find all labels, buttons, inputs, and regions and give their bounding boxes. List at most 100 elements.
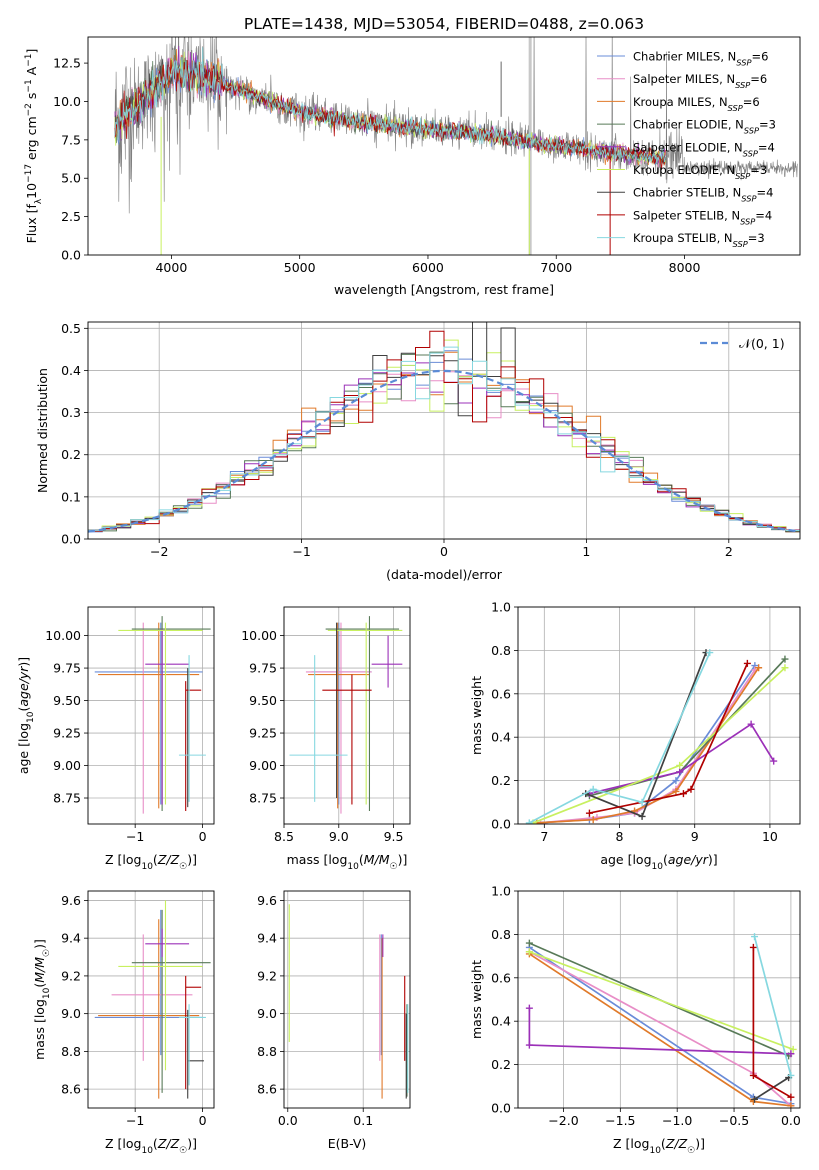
label-part: A [24, 66, 39, 79]
label-part: ] [24, 49, 39, 54]
model-spectrum-ks [114, 47, 666, 164]
label-part: ( [359, 852, 364, 867]
figure-title: PLATE=1438, MJD=53054, FIBERID=0488, z=0… [244, 15, 644, 33]
y-tick-label: 10.00 [45, 628, 81, 643]
label-part: Z/Z [157, 1136, 180, 1151]
y-axis-label: age [log10(age/yr)] [16, 657, 36, 774]
x-tick-label: −1 [126, 829, 144, 844]
legend: 𝒩(0, 1) [700, 336, 785, 351]
y-tick-label: 0.0 [61, 248, 81, 263]
histogram-ss [88, 330, 800, 532]
label-part: 10 [42, 987, 52, 999]
grid [88, 891, 214, 1108]
label-part: SSP [741, 194, 756, 204]
y-tick-label: 0.8 [491, 643, 511, 658]
y-tick-label: 9.25 [249, 726, 277, 741]
plot-area-weight_vs_age [525, 649, 789, 824]
weight-point-se [676, 768, 684, 776]
observed-spectrum [114, 37, 798, 214]
label-part: mass [log [287, 852, 348, 867]
plot-area-mass_vs_Z [94, 900, 211, 1099]
weight-point-km [672, 787, 680, 795]
x-tick-label: 0.0 [781, 1113, 801, 1128]
label-part: Salpeter STELIB, N [633, 208, 740, 222]
weight-point-sm [593, 813, 601, 821]
y-tick-label: 8.6 [61, 1082, 81, 1097]
y-tick-label: 0.1 [61, 489, 81, 504]
label-part: =6 [751, 50, 768, 64]
label-part: 10 [652, 862, 664, 872]
y-tick-label: 0.4 [491, 1014, 511, 1029]
weight-line-sm [528, 951, 792, 1107]
label-part: M/M [32, 957, 47, 983]
legend-entry-ks: Kroupa STELIB, NSSP=3 [633, 231, 765, 249]
label-part: SSP [743, 148, 758, 158]
grid [284, 891, 410, 1108]
weight-line-ks [753, 936, 792, 1076]
x-tick-label: 4000 [155, 260, 187, 275]
label-part: Z/Z [157, 852, 180, 867]
weight-point-ks [787, 1071, 795, 1079]
y-tick-label: 0.0 [491, 1101, 511, 1116]
label-part: Z [log [105, 852, 141, 867]
label-part: Chabrier STELIB, N [633, 186, 741, 200]
y-tick-label: 0.6 [491, 970, 511, 985]
label-part: age/yr [16, 666, 31, 707]
label-part: age [log [600, 852, 651, 867]
label-part: Z [log [613, 1136, 649, 1151]
y-tick-label: 0.4 [491, 730, 511, 745]
axes-spectrum: 4000 5000 6000 7000 8000 0.0 2.5 5.0 7.5 10.0 12.5… [24, 36, 801, 297]
y-tick-label: 0.2 [491, 1057, 511, 1072]
y-tick-label: 9.6 [257, 893, 277, 908]
weight-point-ks [638, 798, 646, 806]
x-tick-label: 0 [199, 829, 207, 844]
x-tick-label: 0.1 [353, 1113, 373, 1128]
y-tick-label: 9.00 [249, 758, 277, 773]
y-tick-label: 9.00 [53, 758, 81, 773]
grid [88, 607, 214, 824]
label-part: SSP [733, 239, 748, 249]
x-axis-label: (data-model)/error [386, 567, 503, 582]
axes-frame [517, 606, 801, 825]
weight-point-ks [751, 933, 759, 941]
label-part: ( [153, 1136, 158, 1151]
x-axis-label: wavelength [Angstrom, rest frame] [334, 282, 554, 297]
y-tick-label: 9.75 [249, 661, 277, 676]
label-part: age [log [16, 723, 31, 774]
plot-area-weight_vs_Z [525, 933, 797, 1108]
label-part: Kroupa MILES, N [633, 95, 728, 109]
x-tick-label: 10 [762, 829, 778, 844]
label-part: SSP [728, 103, 743, 113]
normal-curve [88, 369, 800, 533]
legend-entry-km: Kroupa MILES, NSSP=6 [633, 95, 760, 113]
y-tick-label: 0.2 [61, 447, 81, 462]
y-tick-label: 9.25 [53, 726, 81, 741]
y-tick-label: 1.0 [491, 600, 511, 615]
x-tick-label: 2 [725, 544, 733, 559]
x-tick-label: 7 [540, 829, 548, 844]
y-tick-label: 12.5 [53, 56, 81, 71]
label-part: E(B-V) [328, 1136, 367, 1151]
y-tick-label: 8.8 [61, 1044, 81, 1059]
label-part: −1 [24, 79, 34, 92]
axes-mass_vs_ebv: 0.0 0.1 8.6 8.8 9.0 9.2 9.4 9.6 E(B-V) [257, 890, 411, 1151]
legend-entry-cm: Chabrier MILES, NSSP=6 [633, 50, 768, 68]
label-part: 10 [26, 711, 36, 723]
label-part: ☉ [390, 862, 398, 872]
weight-line-cs [754, 1076, 790, 1101]
weight-point-ss [679, 790, 687, 798]
y-tick-label: 5.0 [61, 171, 81, 186]
axes-weight_vs_Z: −2.0 −1.5 −1.0 −0.5 0.0 0.0 0.2 0.4 0.6 0.8 1.0 Z [… [469, 884, 801, 1157]
label-part: )] [187, 1136, 197, 1151]
label-part: −17 [24, 164, 34, 183]
label-part: Chabrier MILES, N [633, 50, 736, 64]
label-part: )] [32, 939, 47, 949]
weight-point-km [787, 1102, 795, 1108]
label-part: )] [695, 1136, 705, 1151]
label-part: =6 [750, 72, 767, 86]
plot-area-age_vs_Z [94, 616, 211, 814]
y-tick-label: 8.75 [53, 791, 81, 806]
x-axis-label: mass [log10(M/M☉)] [287, 852, 408, 872]
grid [518, 606, 800, 825]
